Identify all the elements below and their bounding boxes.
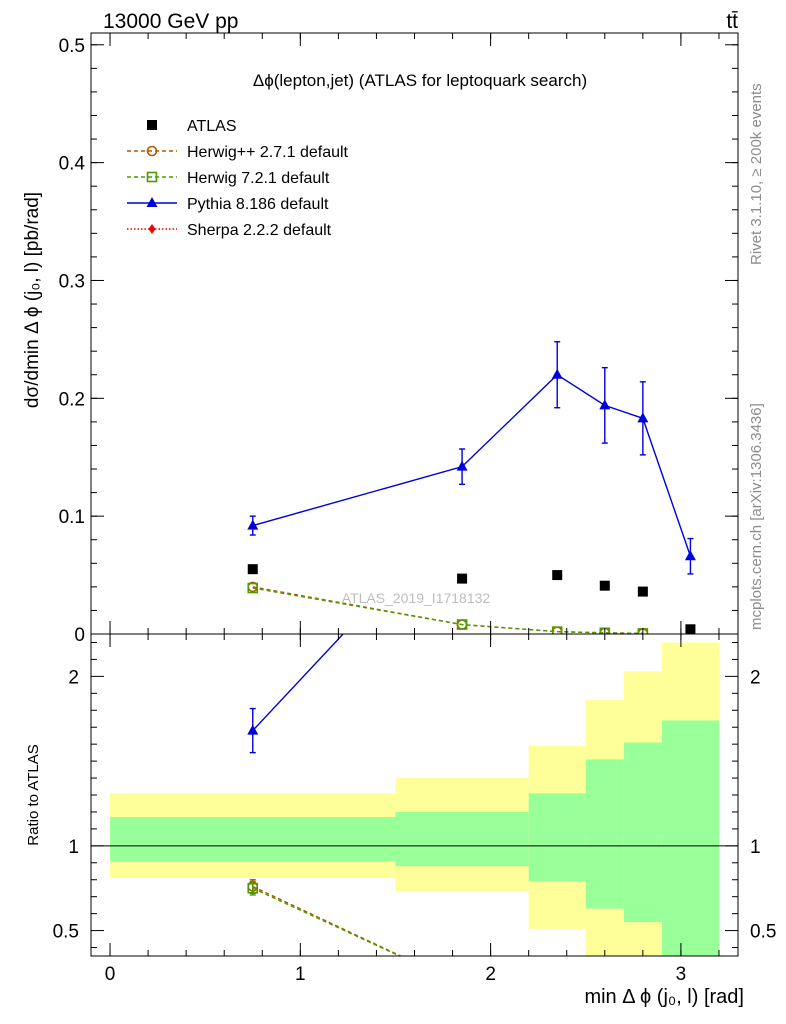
legend-marker: [146, 197, 158, 207]
legend-marker: [147, 120, 157, 130]
data-point: [457, 573, 468, 584]
uncertainty-band-green: [110, 817, 396, 862]
ratio-panel: 0.5 0.5 1 1 2 2 0 1 2 3: [53, 633, 776, 985]
y-tick-label: 0: [74, 625, 85, 646]
series-point: [456, 619, 468, 630]
ratio-y-tick-label: 2: [68, 667, 79, 688]
plot-title: Δϕ(lepton,jet) (ATLAS for leptoquark sea…: [253, 71, 587, 90]
series-point: [637, 412, 649, 423]
series-line: [252, 587, 643, 634]
data-point: [637, 586, 648, 597]
header-right: tt̄: [726, 10, 738, 33]
x-tick-label: 1: [295, 964, 306, 985]
y-tick-label: 0.3: [59, 271, 85, 292]
header-left: 13000 GeV pp: [103, 10, 238, 33]
ratio-y-tick-label: 1: [68, 837, 79, 858]
mcplots-label: mcplots.cern.ch [arXiv:1306.3436]: [748, 403, 765, 630]
legend-marker: [148, 224, 156, 234]
x-tick-label: 0: [105, 964, 116, 985]
legend-label: Pythia 8.186 default: [187, 196, 329, 213]
series-line: [252, 373, 692, 557]
legend-label: Herwig++ 2.7.1 default: [187, 144, 349, 161]
ratio-line: [252, 885, 403, 956]
watermark: ATLAS_2019_I1718132: [342, 590, 491, 606]
uncertainty-band-green: [395, 811, 529, 867]
uncertainty-band-green: [585, 759, 624, 909]
ratio-frame: [90, 633, 739, 957]
data-point: [247, 564, 258, 575]
uncertainty-band-green: [661, 720, 719, 956]
legend-marker: [146, 145, 158, 157]
series-point: [551, 626, 563, 634]
data-point: [685, 624, 696, 634]
ratio-point: [247, 724, 259, 735]
series-point: [684, 550, 696, 561]
ratio-y-tick-label-right: 2: [750, 667, 761, 688]
legend-label: Herwig 7.2.1 default: [187, 170, 330, 187]
series-point: [247, 582, 259, 594]
y-tick-label: 0.5: [59, 36, 85, 57]
series-point: [247, 519, 259, 530]
legend-marker: [146, 171, 158, 183]
ratio-point: [247, 882, 259, 894]
uncertainty-band-green: [623, 742, 662, 923]
x-tick-label: 2: [485, 964, 496, 985]
series-point: [551, 368, 563, 379]
data-point: [599, 580, 610, 591]
y-axis-title: dσ/dmin Δ ϕ (j₀, l) [pb/rad]: [22, 192, 43, 408]
y-tick-label: 0.4: [59, 154, 86, 175]
series-point: [456, 460, 468, 471]
y-tick-label: 0.1: [59, 507, 85, 528]
ratio-y-tick-label: 0.5: [53, 922, 79, 943]
series-point: [599, 399, 611, 410]
data-point: [552, 570, 563, 581]
ratio-y-axis-title: Ratio to ATLAS: [25, 744, 42, 845]
legend-label: ATLAS: [187, 118, 237, 135]
uncertainty-band-green: [528, 793, 586, 882]
ratio-y-tick-label-right: 1: [750, 837, 761, 858]
legend-label: Sherpa 2.2.2 default: [187, 222, 332, 239]
ratio-y-tick-label-right: 0.5: [750, 922, 776, 943]
rivet-label: Rivet 3.1.10, ≥ 200k events: [748, 83, 765, 265]
x-tick-label: 3: [676, 964, 687, 985]
x-axis-title: min Δ ϕ (j₀, l) [rad]: [584, 986, 744, 1008]
main-panel: 0 0.1 0.2 0.3 0.4 0.5 Δϕ(lepton,jet) (ATLAS f…: [59, 32, 739, 646]
y-tick-label: 0.2: [59, 389, 85, 410]
legend: ATLAS Herwig++ 2.7.1 default Herwig 7.2.1 …: [127, 118, 349, 239]
ratio-line: [252, 634, 345, 732]
